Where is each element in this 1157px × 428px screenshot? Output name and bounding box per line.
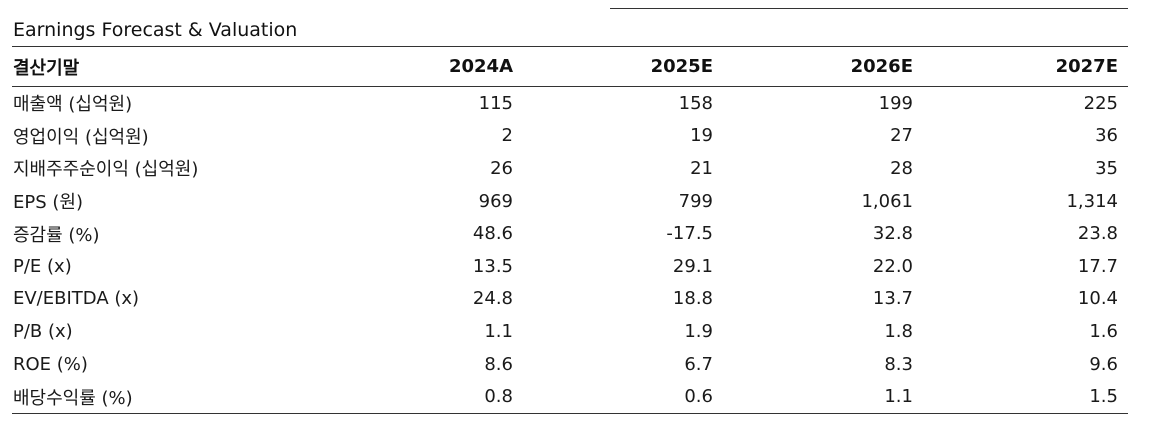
table-row: EV/EBITDA (x) 24.8 18.8 13.7 10.4 [12,283,1128,316]
row-label: 영업이익 (십억원) [13,126,149,148]
table-cell: 18.8 [672,288,713,310]
table-cell: 1.1 [723,380,923,414]
table-cell: 36 [1095,125,1118,147]
table-cell: 0.6 [523,380,723,414]
earnings-forecast-table: 결산기말 2024A 2025E 2026E 2027E 매출액 (십억원) 1… [12,46,1128,414]
table-cell: 115 [478,92,513,114]
table-cell: 19 [690,125,713,147]
table-cell: 27 [890,125,913,147]
table-cell: 6.7 [684,353,713,375]
table-cell: 26 [490,157,513,179]
table-cell: 0.8 [280,380,523,414]
table-cell: 22.0 [872,255,913,277]
header-fiscal-year-end: 결산기말 [12,46,280,87]
row-label: ROE (%) [13,353,88,375]
table-cell: 8.3 [884,353,913,375]
table-cell: 158 [678,92,713,114]
table-cell: 13.5 [472,255,513,277]
row-label: P/B (x) [13,320,73,342]
table-cell: 1.5 [923,380,1128,414]
table-cell: 1.1 [484,320,513,342]
table-cell: 24.8 [472,288,513,310]
table-cell: 1,314 [1066,190,1118,212]
table-cell: 17.7 [1077,255,1118,277]
table-cell: 1.9 [684,320,713,342]
table-cell: 21 [690,157,713,179]
table-title: Earnings Forecast & Valuation [13,19,298,41]
row-label: EV/EBITDA (x) [13,288,140,310]
row-label: EPS (원) [13,192,83,214]
table-cell: 199 [878,92,913,114]
table-row: ROE (%) 8.6 6.7 8.3 9.6 [12,348,1128,381]
table-row: 지배주주순이익 (십억원) 26 21 28 35 [12,152,1128,185]
table-cell: 1,061 [861,190,913,212]
table-cell: 9.6 [1089,353,1118,375]
header-2027e: 2027E [923,46,1128,87]
table-row: EPS (원) 969 799 1,061 1,314 [12,185,1128,218]
table-cell: 35 [1095,157,1118,179]
header-2025e: 2025E [523,46,723,87]
table-cell: 969 [478,190,513,212]
row-label: P/E (x) [13,255,72,277]
row-label: 배당수익률 (%) [12,380,280,414]
table-cell: 29.1 [672,255,713,277]
table-cell: 8.6 [484,353,513,375]
row-label: 매출액 (십억원) [13,94,133,116]
table-cell: -17.5 [666,223,713,245]
table-cell: 1.6 [1089,320,1118,342]
table-cell: 10.4 [1077,288,1118,310]
header-row: 결산기말 2024A 2025E 2026E 2027E [12,46,1128,87]
header-2026e: 2026E [723,46,923,87]
table-row: P/B (x) 1.1 1.9 1.8 1.6 [12,315,1128,348]
top-divider [610,8,1128,9]
table-cell: 32.8 [872,223,913,245]
table-cell: 799 [678,190,713,212]
table-row: P/E (x) 13.5 29.1 22.0 17.7 [12,250,1128,283]
table-cell: 1.8 [884,320,913,342]
table-cell: 13.7 [872,288,913,310]
row-label: 증감률 (%) [13,224,100,246]
table-cell: 2 [501,125,513,147]
table-cell: 23.8 [1077,223,1118,245]
table-cell: 28 [890,157,913,179]
table-row: 증감률 (%) 48.6 -17.5 32.8 23.8 [12,217,1128,250]
table-cell: 225 [1083,92,1118,114]
table-row: 매출액 (십억원) 115 158 199 225 [12,87,1128,120]
header-2024a: 2024A [280,46,523,87]
row-label: 지배주주순이익 (십억원) [13,159,199,181]
table-row: 배당수익률 (%) 0.8 0.6 1.1 1.5 [12,380,1128,414]
table-cell: 48.6 [472,223,513,245]
table-row: 영업이익 (십억원) 2 19 27 36 [12,120,1128,153]
